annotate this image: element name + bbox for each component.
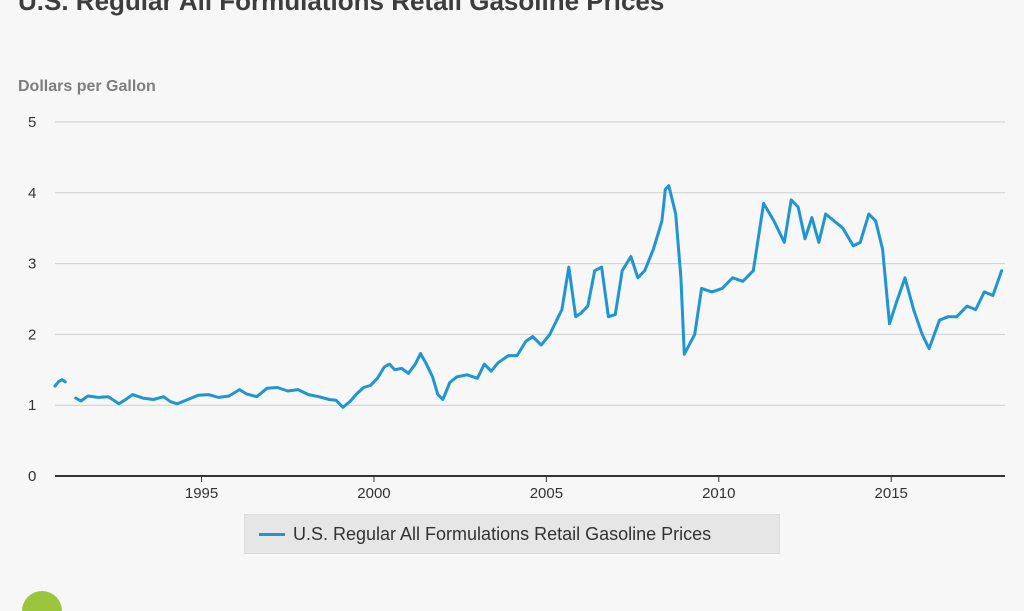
gridlines — [55, 121, 1005, 477]
legend[interactable]: U.S. Regular All Formulations Retail Gas… — [244, 514, 780, 554]
y-axis-label: Dollars per Gallon — [18, 78, 156, 95]
x-axis-ticks: 1995 2000 2005 2010 2015 — [185, 476, 908, 502]
y-axis-ticks: 0 1 2 3 4 5 — [28, 114, 36, 485]
y-tick-label: 2 — [28, 326, 36, 343]
series-line[interactable] — [53, 378, 67, 388]
x-tick-label: 2000 — [357, 485, 390, 502]
x-tick-label: 2010 — [702, 485, 735, 502]
legend-label: U.S. Regular All Formulations Retail Gas… — [293, 523, 712, 544]
x-tick-label: 2015 — [875, 485, 908, 502]
series-line[interactable] — [74, 184, 1004, 409]
y-tick-label: 1 — [28, 397, 36, 414]
y-tick-label: 3 — [28, 256, 36, 273]
x-tick-label: 2005 — [530, 485, 563, 502]
chart-title: U.S. Regular All Formulations Retail Gas… — [18, 0, 665, 16]
series-group — [53, 184, 1004, 409]
y-tick-label: 5 — [28, 114, 36, 131]
x-tick-label: 1995 — [185, 485, 218, 502]
y-tick-label: 0 — [28, 468, 36, 485]
legend-swatch — [259, 532, 285, 536]
y-tick-label: 4 — [28, 185, 36, 202]
